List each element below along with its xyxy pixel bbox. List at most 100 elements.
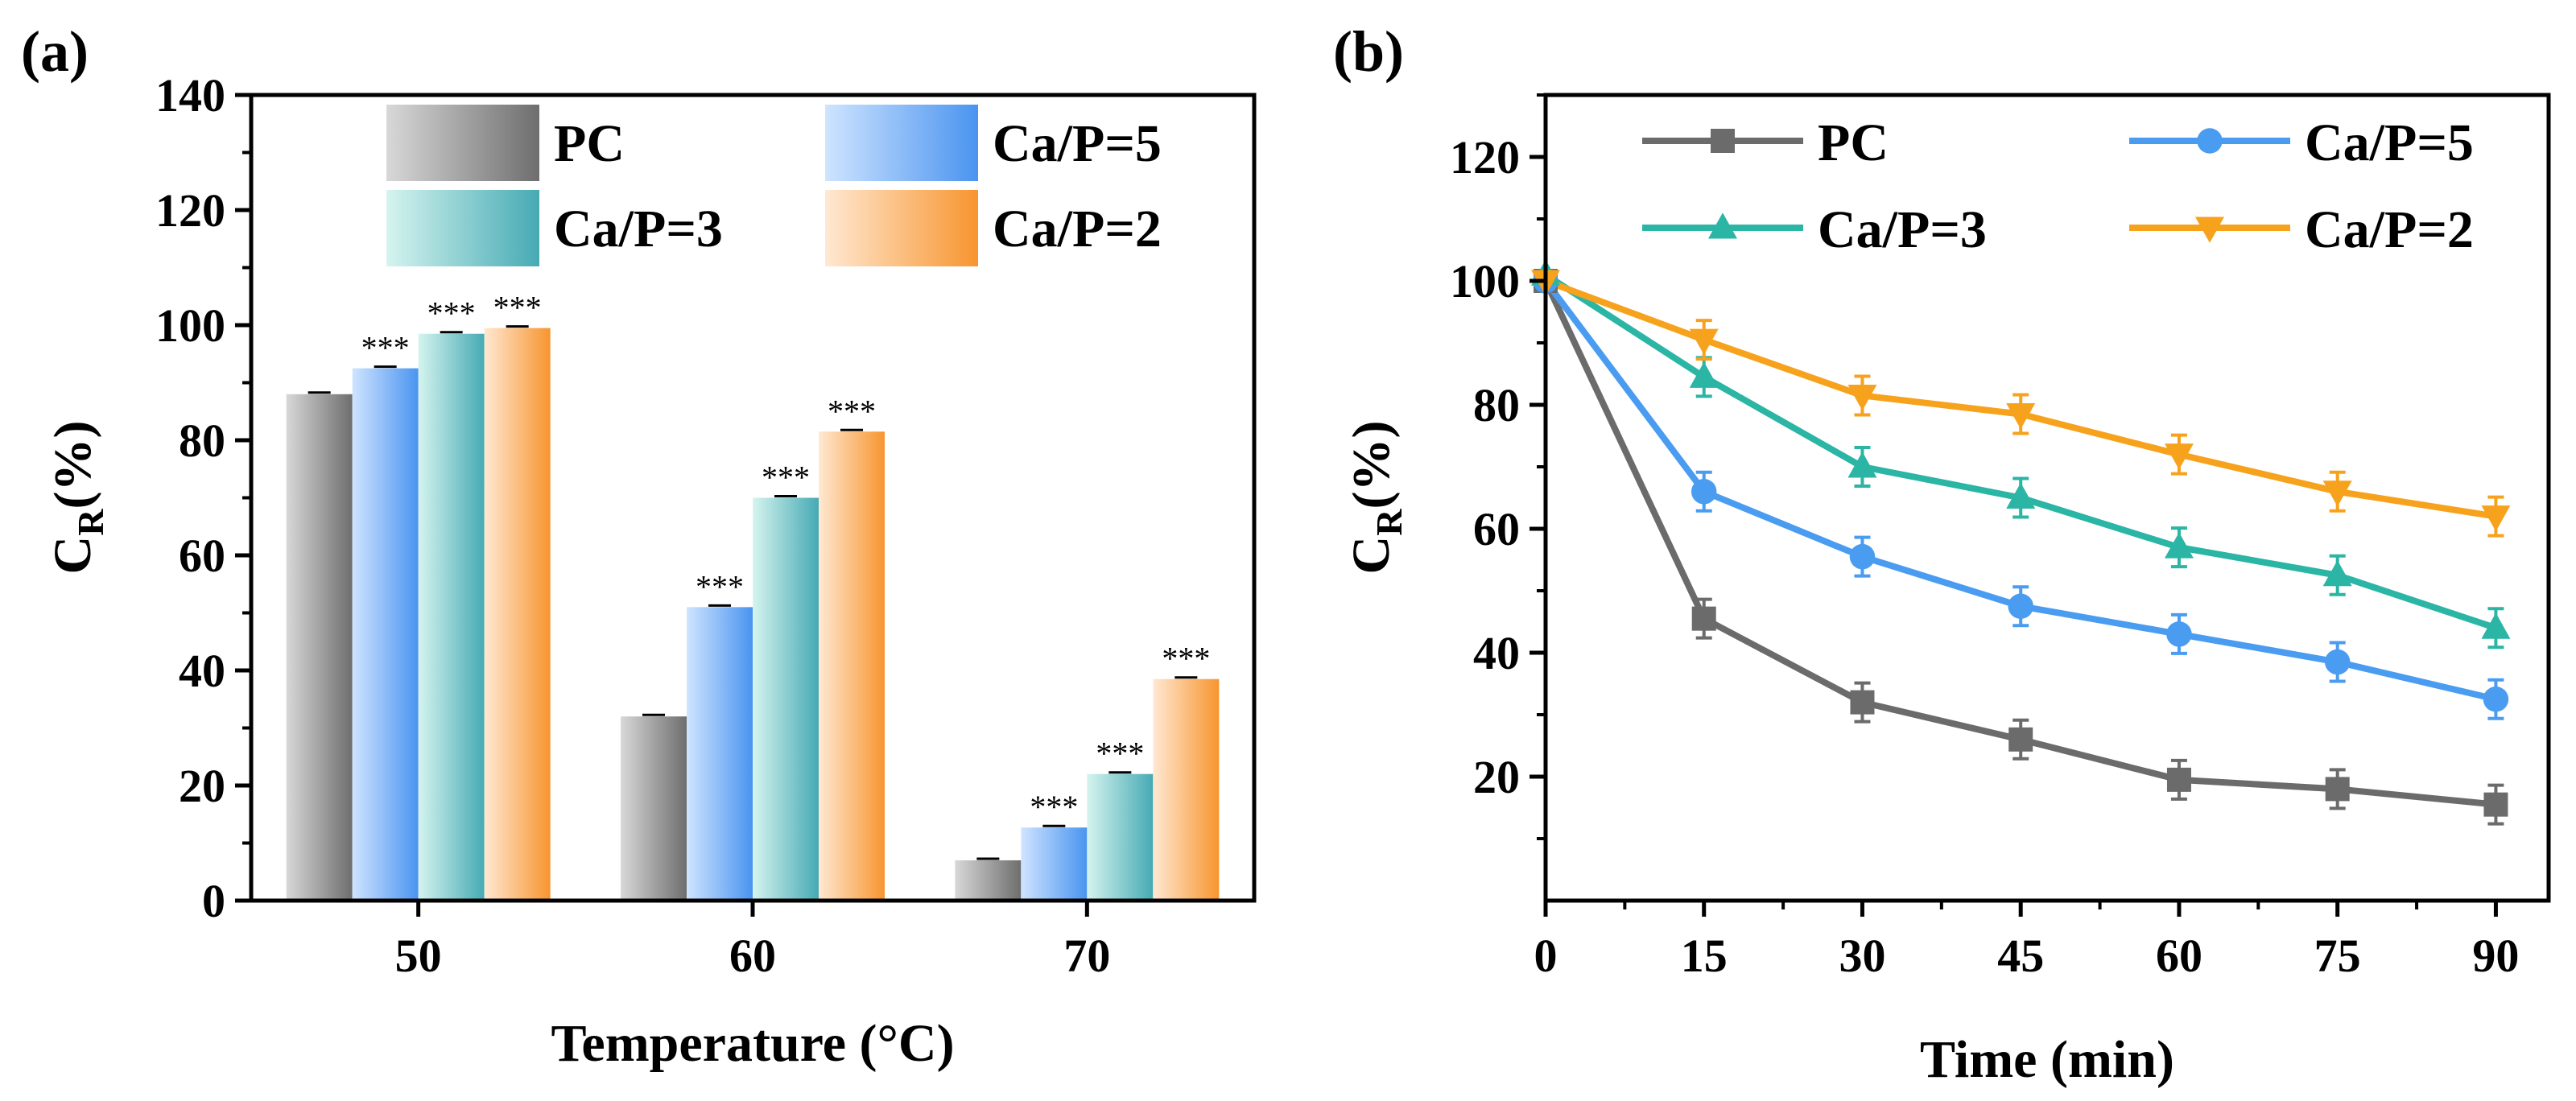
- legend-swatch: [386, 105, 539, 181]
- data-point-cap2: [2481, 505, 2511, 532]
- y-tick-label: 0: [202, 875, 225, 927]
- data-point-cap5: [2008, 593, 2033, 619]
- data-point-cap2: [1847, 384, 1877, 411]
- panel-b-legend: PC Ca/P=5 Ca/P=3 Ca/P=2: [1642, 113, 2474, 259]
- bar-cap3-70: [1087, 773, 1154, 901]
- legend-label: Ca/P=2: [993, 200, 1162, 258]
- legend-label: PC: [1818, 113, 1889, 172]
- significance-label: ***: [1096, 736, 1144, 772]
- data-point-cap5: [1849, 543, 1876, 570]
- x-tick-label: 45: [1997, 930, 2044, 982]
- x-tick-label: 75: [2314, 930, 2361, 982]
- panel-a-legend: PC Ca/P=5 Ca/P=3 Ca/P=2: [386, 105, 1162, 266]
- significance-label: ***: [427, 295, 476, 332]
- data-point-cap5: [2324, 649, 2351, 675]
- legend-swatch: [825, 190, 978, 266]
- data-point-cap3: [2006, 482, 2036, 509]
- legend-label: Ca/P=3: [554, 200, 723, 258]
- line-series-cap3: [1543, 271, 2497, 631]
- bar-cap3-50: [418, 333, 485, 901]
- data-point-pc: [2008, 727, 2033, 752]
- bar-cap5-50: [352, 368, 419, 901]
- y-tick-label: 60: [179, 530, 225, 582]
- x-tick-label: 60: [729, 930, 776, 982]
- data-point-cap3: [2164, 532, 2194, 559]
- significance-label: ***: [493, 290, 542, 326]
- legend-swatch: [825, 105, 978, 181]
- x-tick-label: 70: [1063, 930, 1110, 982]
- data-point-pc: [2325, 777, 2350, 802]
- y-tick-label: 140: [155, 69, 225, 122]
- legend-label: PC: [554, 114, 625, 173]
- panel-b-plot-frame: [1543, 93, 2551, 903]
- panel-a-error-bars: [308, 325, 1198, 860]
- legend-label: Ca/P=2: [2305, 200, 2474, 259]
- data-point-cap2: [1689, 328, 1719, 355]
- y-tick-label: 80: [1473, 379, 1520, 431]
- legend-marker: [2195, 216, 2224, 243]
- panel-b-line-chart: (b) 20 40 60 80 100 120 0 15 30 45 60 75 90 Time (m…: [1333, 19, 2551, 1089]
- significance-label: ***: [1030, 789, 1078, 825]
- y-tick-label: 100: [1450, 255, 1520, 307]
- data-point-pc: [1691, 606, 1716, 631]
- panel-b-y-axis: 20 40 60 80 100 120: [1450, 93, 1546, 840]
- panel-a-significance-labels: *** *** *** *** *** *** *** *** ***: [361, 290, 1211, 826]
- x-tick-label: 90: [2472, 930, 2519, 982]
- data-point-pc: [2483, 792, 2508, 817]
- x-tick-label: 15: [1681, 930, 1728, 982]
- y-tick-label: 20: [1473, 751, 1520, 803]
- data-point-cap3: [1689, 361, 1719, 388]
- legend-label: Ca/P=5: [2305, 113, 2474, 172]
- x-tick-label: 0: [1534, 930, 1558, 982]
- significance-label: ***: [696, 568, 744, 604]
- y-tick-label: 120: [1450, 131, 1520, 184]
- data-point-pc: [2166, 767, 2191, 792]
- data-point-cap3: [2481, 612, 2511, 639]
- bar-pc-50: [286, 394, 353, 901]
- panel-b-x-axis: 0 15 30 45 60 75 90: [1534, 901, 2519, 982]
- bar-cap5-60: [687, 607, 753, 901]
- significance-label: ***: [1162, 641, 1210, 677]
- panel-a-x-axis: 50 60 70: [395, 901, 1110, 982]
- y-tick-label: 120: [155, 184, 225, 237]
- bar-pc-70: [955, 860, 1022, 901]
- y-tick-label: 40: [179, 645, 225, 697]
- bar-cap3-60: [753, 497, 819, 901]
- panel-a-bar-chart: (a) *** *** *** *** *** *** *** *** *** 0 20 40 60 8…: [21, 19, 1257, 1073]
- y-tick-label: 60: [1473, 503, 1520, 555]
- data-point-cap5: [2166, 621, 2192, 647]
- legend-marker: [1711, 129, 1735, 153]
- data-point-cap2: [2164, 443, 2194, 470]
- significance-label: ***: [762, 460, 810, 496]
- panel-a-y-axis-title: CR(%): [43, 421, 111, 575]
- data-point-cap5: [2483, 687, 2509, 712]
- panel-a-x-axis-title: Temperature (°C): [551, 1014, 954, 1073]
- panel-a-y-axis: 0 20 40 60 80 100 120 140: [155, 69, 251, 927]
- y-tick-label: 20: [179, 760, 225, 812]
- panel-b-label: (b): [1333, 19, 1404, 84]
- y-tick-label: 80: [179, 414, 225, 467]
- bar-cap5-70: [1021, 827, 1088, 901]
- bar-cap2-70: [1153, 678, 1220, 901]
- bar-cap2-50: [484, 328, 551, 901]
- x-tick-label: 50: [395, 930, 442, 982]
- panel-a-bars: [286, 328, 1220, 901]
- bar-pc-60: [621, 716, 687, 901]
- data-point-cap5: [1690, 479, 1717, 505]
- legend-marker: [2197, 128, 2223, 154]
- x-tick-label: 60: [2156, 930, 2202, 982]
- bar-cap2-60: [819, 431, 885, 901]
- data-point-pc: [1850, 690, 1875, 715]
- legend-label: Ca/P=5: [993, 114, 1162, 173]
- significance-label: ***: [361, 330, 410, 366]
- panel-b-x-axis-title: Time (min): [1920, 1030, 2174, 1089]
- legend-label: Ca/P=3: [1818, 200, 1987, 259]
- legend-swatch: [386, 190, 539, 266]
- data-point-cap2: [2322, 480, 2352, 507]
- panel-a-label: (a): [21, 19, 89, 84]
- significance-label: ***: [828, 393, 876, 429]
- data-point-cap3: [2322, 560, 2352, 587]
- x-tick-label: 30: [1839, 930, 1885, 982]
- data-point-cap2: [2006, 403, 2036, 430]
- legend-marker: [1708, 212, 1737, 239]
